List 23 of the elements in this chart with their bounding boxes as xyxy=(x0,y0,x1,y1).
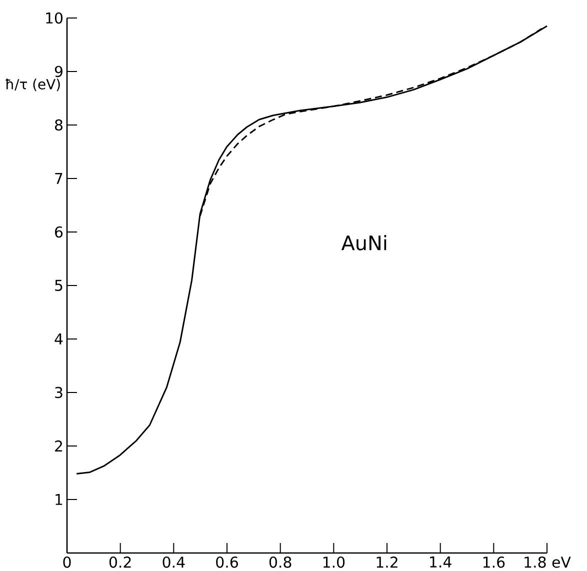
line-series xyxy=(199,28,542,217)
x-tick-label: 0.2 xyxy=(109,556,131,568)
y-tick-label: 1 xyxy=(56,494,62,505)
x-tick-label: 1.2 xyxy=(376,556,398,568)
y-tick-label: 6 xyxy=(55,226,63,238)
x-tick-label: 1.0 xyxy=(323,556,345,568)
x-tick-label: 0.6 xyxy=(216,556,238,568)
x-tick-label: 0.8 xyxy=(269,556,292,568)
y-axis-title: ħ/τ (eV) xyxy=(6,78,60,92)
x-tick-label: 1.6 xyxy=(483,556,505,568)
y-tick-label: 9 xyxy=(54,66,62,78)
y-tick-label: 5 xyxy=(55,280,62,292)
y-tick-label: 2 xyxy=(55,440,62,452)
x-tick-label: 1.8 eV xyxy=(524,556,571,568)
y-tick-label: 8 xyxy=(54,119,62,131)
y-tick-label: 4 xyxy=(54,334,63,344)
y-tick-label: 7 xyxy=(55,173,62,184)
y-tick-label: 3 xyxy=(55,386,62,398)
y-tick-label: 10 xyxy=(46,12,62,24)
x-tick-label: 1.4 xyxy=(430,556,452,568)
annotation: AuNi xyxy=(341,234,386,250)
x-tick-label: 0 xyxy=(63,556,71,568)
x-tick-label: 0.4 xyxy=(162,556,185,568)
